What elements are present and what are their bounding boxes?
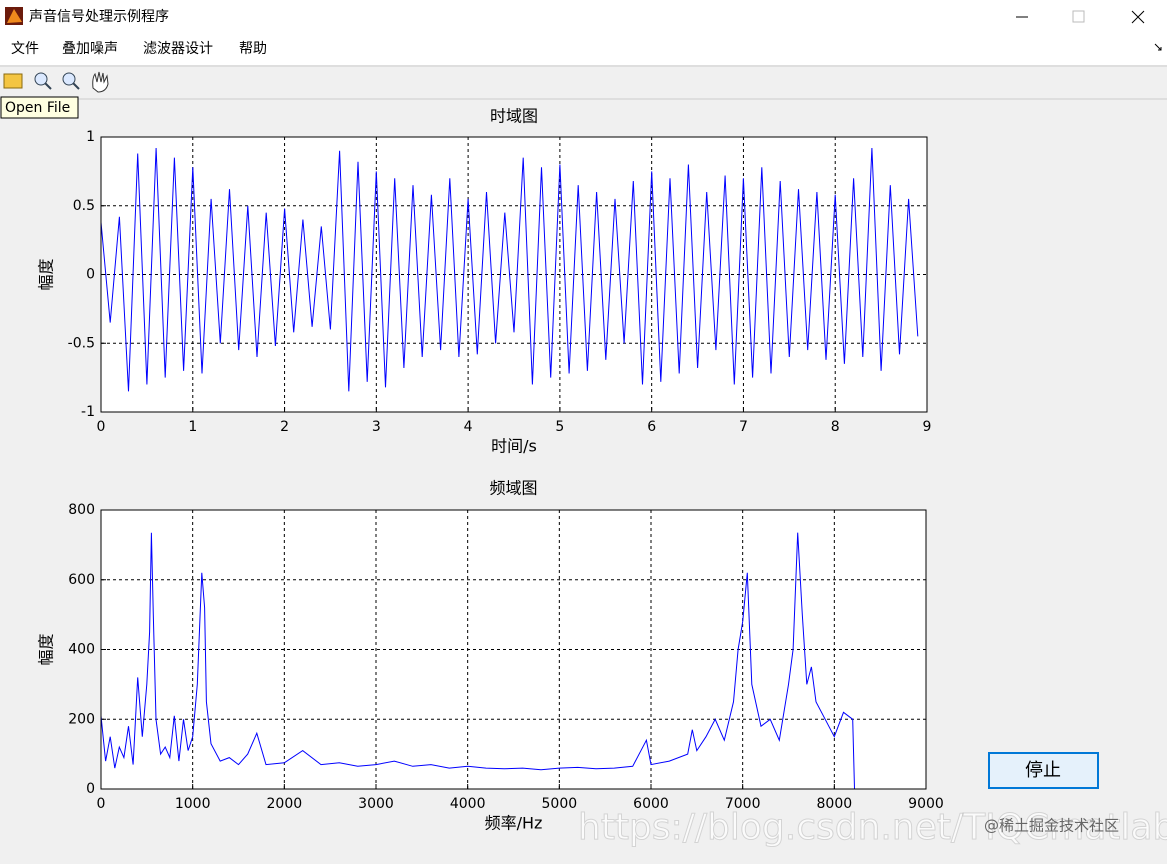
x-tick-label: 0 xyxy=(97,419,106,435)
maximize-button[interactable] xyxy=(1072,10,1085,23)
y-tick-label: 400 xyxy=(68,642,95,658)
x-axis-label: 频率/Hz xyxy=(485,814,543,833)
x-tick-label: 2000 xyxy=(267,796,303,812)
y-tick-label: 0 xyxy=(86,781,95,797)
menu-item[interactable]: 叠加噪声 xyxy=(62,41,118,57)
tooltip-text: Open File xyxy=(5,100,70,116)
x-tick-label: 1 xyxy=(188,419,197,435)
x-tick-label: 1000 xyxy=(175,796,211,812)
watermark-url: https://blog.csdn.net/TIQCmatlab xyxy=(578,807,1167,848)
y-tick-label: 1 xyxy=(86,129,95,145)
y-axis-label: 幅度 xyxy=(37,258,56,290)
y-tick-label: 600 xyxy=(68,572,95,588)
x-tick-label: 0 xyxy=(97,796,106,812)
y-axis-label: 幅度 xyxy=(37,633,56,665)
y-tick-label: 0 xyxy=(86,267,95,283)
x-tick-label: 9 xyxy=(923,419,932,435)
y-tick-label: -1 xyxy=(81,404,95,420)
x-tick-label: 7000 xyxy=(725,796,761,812)
signal-line xyxy=(100,532,855,790)
x-tick-label: 9000 xyxy=(908,796,944,812)
menu-item[interactable]: 滤波器设计 xyxy=(143,41,213,57)
x-tick-label: 6000 xyxy=(633,796,669,812)
x-tick-label: 3 xyxy=(372,419,381,435)
signal-line xyxy=(100,147,919,392)
x-tick-label: 2 xyxy=(280,419,289,435)
x-tick-label: 6 xyxy=(647,419,656,435)
x-tick-label: 4 xyxy=(464,419,473,435)
chart-title: 时域图 xyxy=(490,107,538,126)
close-button[interactable] xyxy=(1131,10,1145,24)
menu-bar xyxy=(0,33,1167,65)
app-icon-shape xyxy=(7,9,22,23)
x-tick-label: 7 xyxy=(739,419,748,435)
stop-button[interactable] xyxy=(988,752,1099,789)
axes-frame xyxy=(100,136,928,413)
tooltip xyxy=(0,96,79,119)
window-title: 声音信号处理示例程序 xyxy=(29,8,169,25)
stop-button-label: 停止 xyxy=(1025,760,1061,781)
open-icon[interactable] xyxy=(3,73,23,89)
x-tick-label: 8 xyxy=(831,419,840,435)
title-bar xyxy=(0,0,1167,33)
x-tick-label: 3000 xyxy=(358,796,394,812)
x-tick-label: 5 xyxy=(555,419,564,435)
plot-area xyxy=(101,137,927,412)
plot-area xyxy=(101,510,926,789)
x-tick-label: 4000 xyxy=(450,796,486,812)
zoom-in-handle xyxy=(44,82,52,90)
y-tick-label: -0.5 xyxy=(68,335,95,351)
axes-frame xyxy=(100,509,927,790)
menu-item[interactable]: 帮助 xyxy=(239,41,267,57)
menu-item[interactable]: 文件 xyxy=(11,41,39,57)
zoom-in-icon[interactable] xyxy=(34,72,48,86)
menu-arrow xyxy=(1154,43,1162,51)
zoom-out-icon[interactable] xyxy=(62,72,76,86)
x-axis-label: 时间/s xyxy=(491,437,537,456)
y-tick-label: 0.5 xyxy=(73,198,95,214)
x-tick-label: 8000 xyxy=(817,796,853,812)
y-tick-label: 200 xyxy=(68,711,95,727)
y-tick-label: 800 xyxy=(68,502,95,518)
pan-icon[interactable] xyxy=(92,71,109,93)
zoom-out-handle xyxy=(72,82,80,90)
watermark-source: @稀土掘金技术社区 xyxy=(984,817,1119,835)
chart-title: 频域图 xyxy=(489,479,537,498)
x-tick-label: 5000 xyxy=(542,796,578,812)
